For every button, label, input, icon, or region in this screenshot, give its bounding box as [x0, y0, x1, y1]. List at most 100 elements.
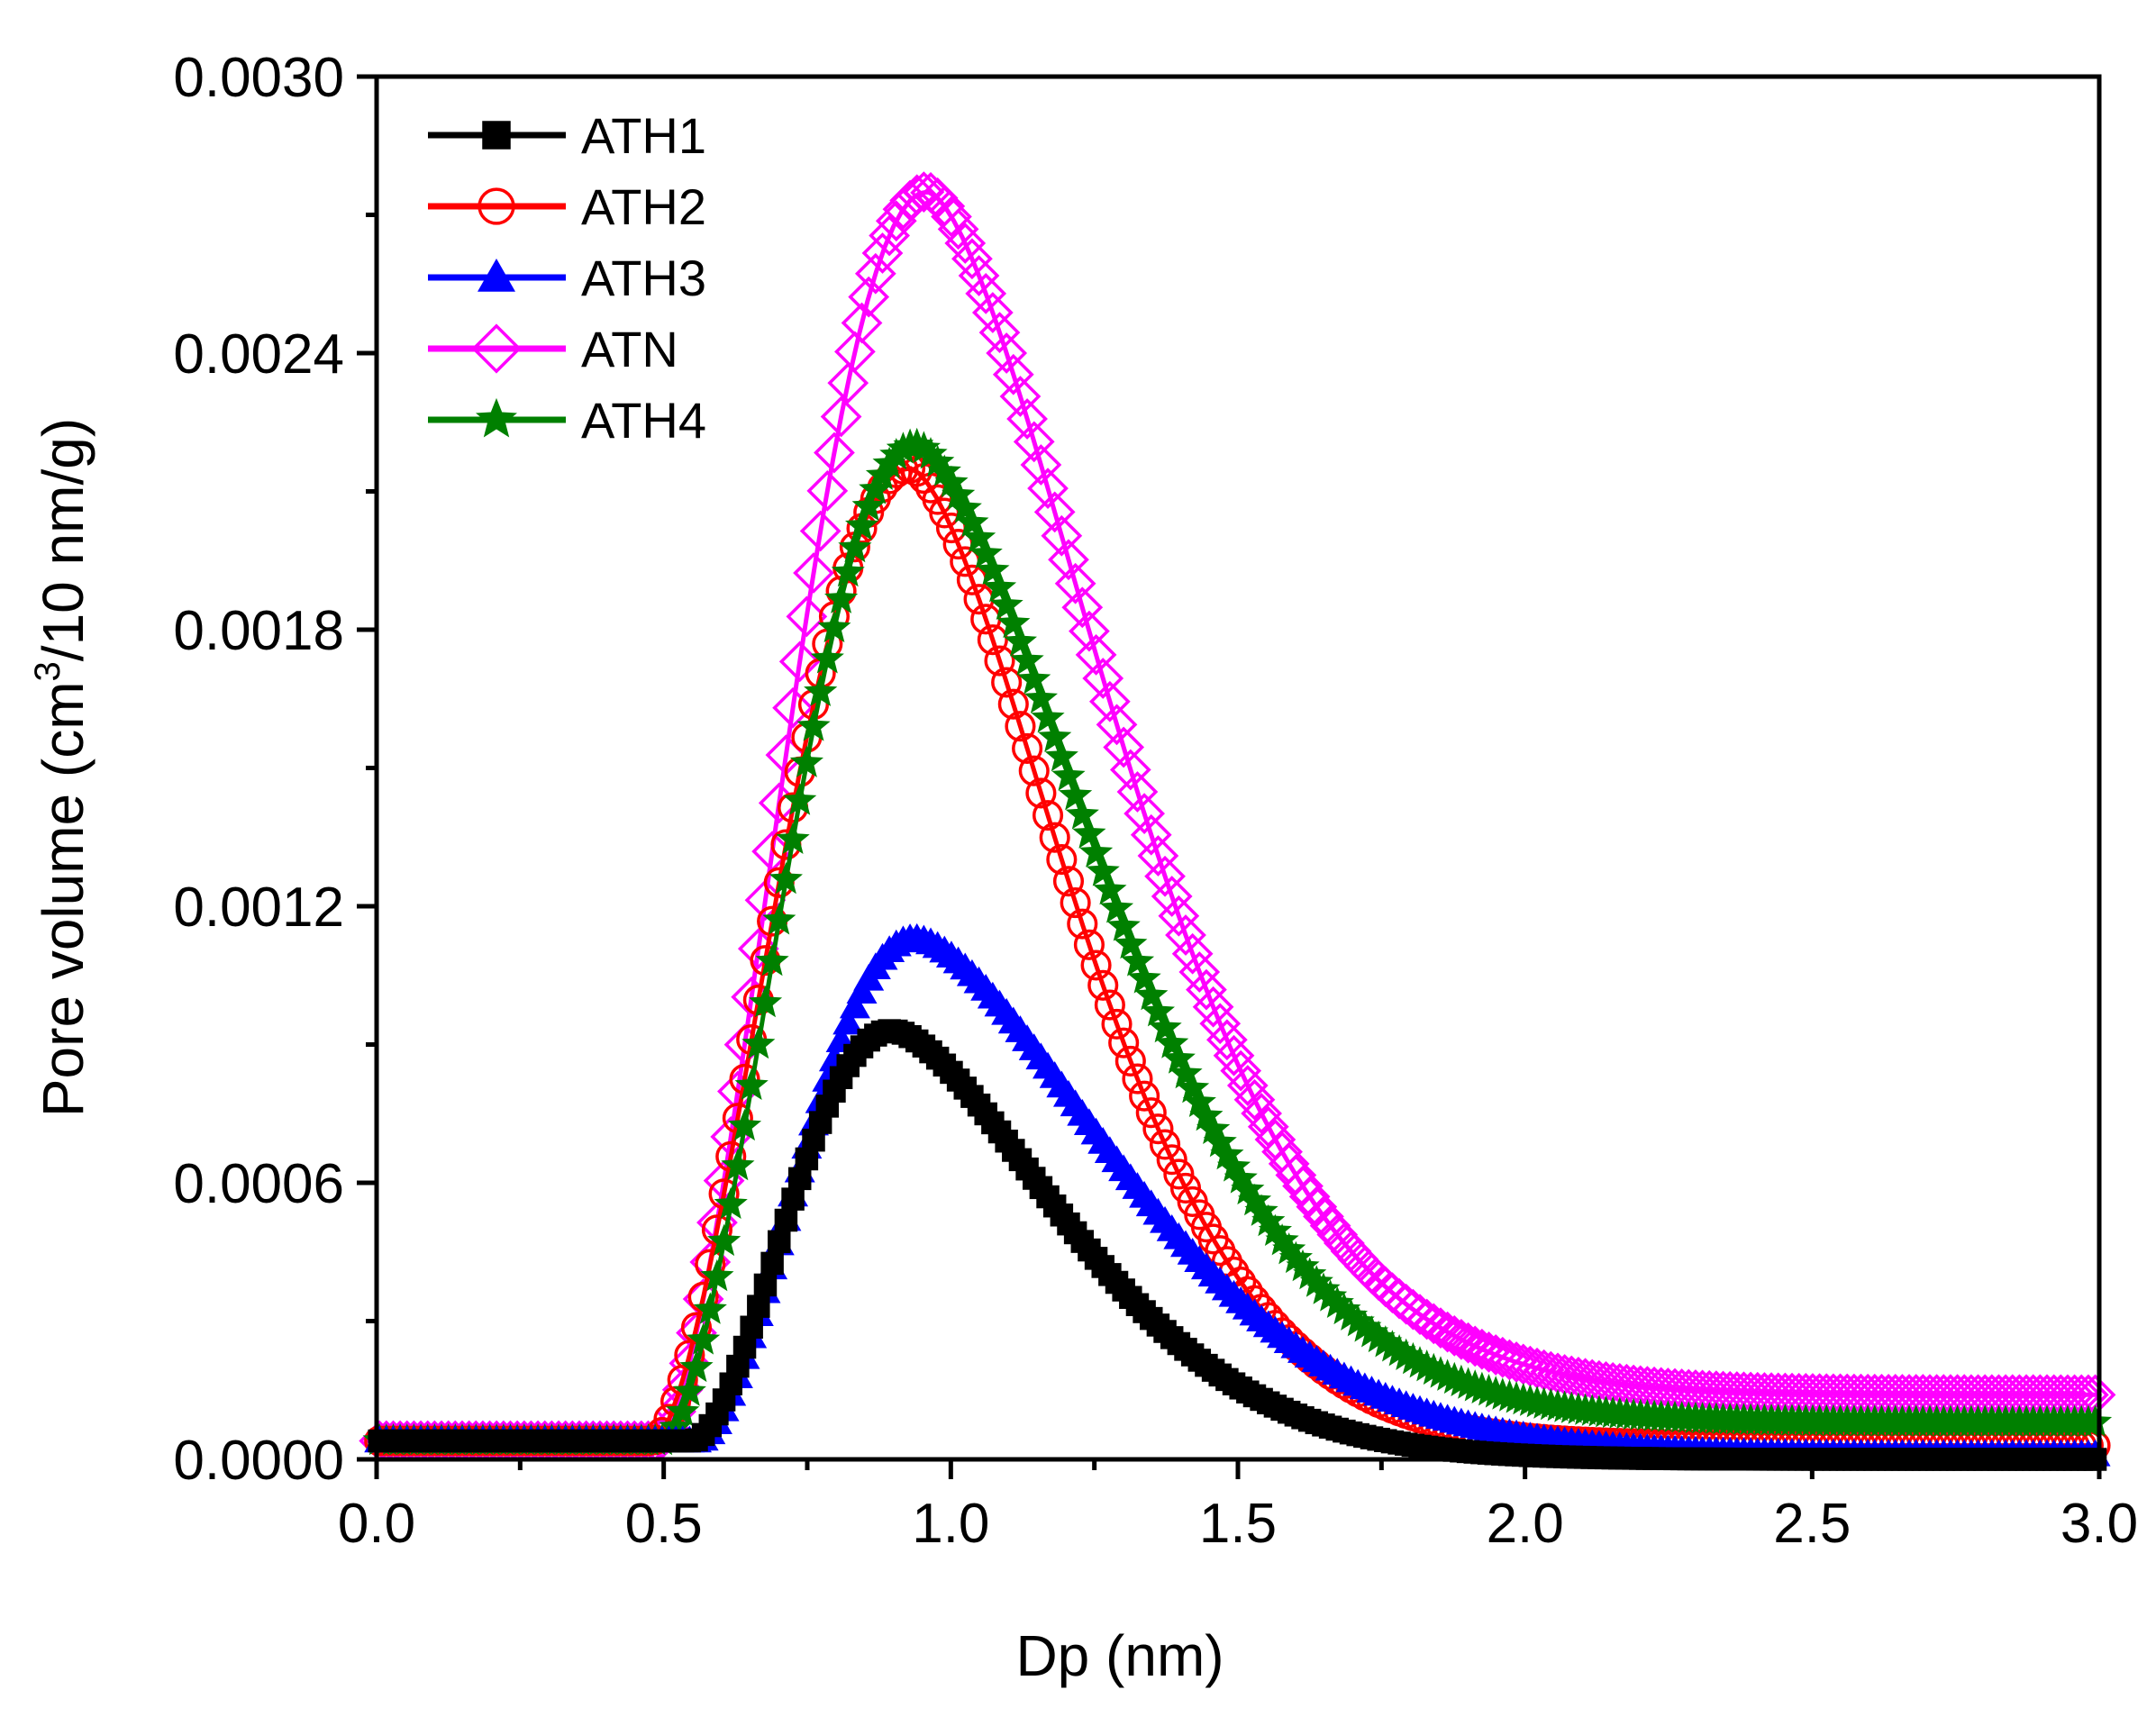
- data-point-ath4: [810, 641, 844, 674]
- data-point-ath4: [982, 570, 1017, 603]
- data-point-ath2: [1067, 908, 1098, 940]
- data-point-atn: [1020, 444, 1062, 486]
- data-point-ath4: [741, 1026, 776, 1059]
- data-point-ath2: [1039, 822, 1070, 853]
- data-point-ath1: [760, 1251, 784, 1276]
- data-point-ath4: [1106, 909, 1141, 941]
- data-point-ath2: [1018, 755, 1050, 786]
- data-point-ath2: [1087, 969, 1119, 1001]
- data-point-atn: [937, 208, 979, 250]
- data-point-ath4: [734, 1067, 769, 1100]
- data-point-ath4: [1327, 1292, 1361, 1325]
- x-tick-label: 3.0: [2060, 1493, 2138, 1555]
- data-point-atn: [869, 214, 911, 257]
- data-point-ath4: [804, 674, 838, 706]
- data-point-atn: [1296, 1186, 1338, 1228]
- data-point-ath2: [1025, 777, 1057, 809]
- data-point-atn: [1069, 610, 1110, 652]
- data-point-ath4: [845, 508, 879, 541]
- data-point-atn: [1447, 1322, 1489, 1364]
- x-axis-title: Dp (nm): [1015, 1623, 1224, 1688]
- data-point-atn: [1027, 468, 1069, 509]
- data-point-ath4: [1286, 1249, 1320, 1282]
- data-point-atn: [986, 332, 1028, 374]
- data-point-ath4: [748, 985, 783, 1018]
- data-point-ath4: [1265, 1223, 1299, 1256]
- data-point-ath4: [1079, 835, 1114, 868]
- data-point-ath4: [1210, 1137, 1244, 1170]
- data-point-atn: [827, 362, 869, 404]
- data-point-atn: [992, 353, 1034, 395]
- data-point-ath4: [1127, 961, 1161, 994]
- data-point-ath4: [1051, 759, 1086, 791]
- data-point-ath4: [666, 1394, 700, 1427]
- data-point-ath2: [1135, 1097, 1167, 1129]
- data-point-ath4: [1251, 1204, 1286, 1237]
- data-point-ath4: [1299, 1265, 1333, 1297]
- data-point-ath2: [1156, 1144, 1187, 1176]
- data-point-ath4: [955, 505, 989, 538]
- x-tick-label: 0.5: [625, 1493, 703, 1555]
- data-point-ath4: [679, 1349, 714, 1383]
- y-axis-title-rest: /10 nm/g): [31, 418, 96, 661]
- data-point-ath4: [831, 554, 865, 587]
- data-point-atn: [814, 432, 855, 474]
- data-point-atn: [999, 376, 1042, 417]
- data-point-ath2: [1142, 1113, 1174, 1145]
- data-point-ath4: [721, 1148, 755, 1181]
- data-point-ath4: [1120, 944, 1155, 977]
- data-point-ath4: [700, 1258, 734, 1292]
- axis-ticks: 0.0 0.5 1.0 1.5 2.0 2.5 3.0 0.0000 0.0006 0.0012 0…: [173, 47, 2138, 1555]
- data-point-ath1: [732, 1335, 757, 1359]
- data-point-atn: [951, 238, 993, 280]
- data-point-ath2: [977, 624, 1008, 656]
- data-point-atn: [1233, 1078, 1276, 1121]
- data-point-ath3: [832, 1007, 864, 1035]
- y-tick-label: 0.0030: [173, 47, 344, 109]
- data-point-ath2: [997, 688, 1029, 720]
- data-point-ath4: [1203, 1124, 1237, 1158]
- data-point-ath4: [1354, 1315, 1389, 1348]
- data-point-ath4: [769, 862, 803, 895]
- y-axis-title: Pore volume (cm3/10 nm/g): [28, 418, 96, 1117]
- data-point-atn: [1475, 1334, 1517, 1376]
- data-point-atn: [1130, 813, 1172, 856]
- data-point-atn: [1048, 539, 1089, 581]
- legend-label: ATN: [581, 321, 678, 377]
- data-point-ath4: [1023, 681, 1058, 713]
- data-point-atn: [1144, 855, 1186, 897]
- data-point-ath4: [789, 745, 823, 777]
- data-point-ath4: [762, 903, 796, 935]
- data-point-atn: [1481, 1336, 1524, 1378]
- data-point-ath2: [984, 645, 1015, 677]
- data-point-atn: [965, 273, 1007, 314]
- y-axis-title-sup: 3: [28, 661, 68, 681]
- x-tick-label: 1.5: [1199, 1493, 1277, 1555]
- data-point-ath4: [1044, 739, 1078, 772]
- data-point-ath1: [740, 1315, 763, 1340]
- data-point-ath4: [1099, 891, 1134, 923]
- data-point-atn: [1241, 1093, 1283, 1134]
- data-point-ath4: [2078, 1404, 2113, 1437]
- legend: ATH1 ATH2 ATH3 ATN ATH4: [428, 107, 706, 449]
- data-point-atn: [841, 302, 883, 344]
- data-point-ath2: [1046, 844, 1078, 876]
- data-point-atn: [875, 200, 917, 242]
- data-point-atn: [772, 686, 814, 729]
- data-point-ath4: [1196, 1112, 1231, 1144]
- data-point-atn: [1123, 793, 1165, 834]
- data-point-ath4: [1224, 1161, 1258, 1194]
- y-tick-label: 0.0012: [173, 877, 344, 939]
- data-point-ath4: [1278, 1240, 1313, 1274]
- y-tick-label: 0.0006: [173, 1153, 344, 1215]
- data-point-ath4: [1306, 1272, 1341, 1304]
- legend-label: ATH4: [581, 392, 706, 449]
- data-point-ath4: [1141, 995, 1175, 1027]
- data-point-ath2: [1005, 711, 1036, 742]
- data-point-ath4: [1375, 1330, 1409, 1362]
- data-point-ath2: [1060, 887, 1091, 919]
- legend-item-ath3: ATH3: [428, 250, 706, 306]
- data-point-ath1: [753, 1273, 778, 1297]
- data-point-ath1: [774, 1208, 798, 1232]
